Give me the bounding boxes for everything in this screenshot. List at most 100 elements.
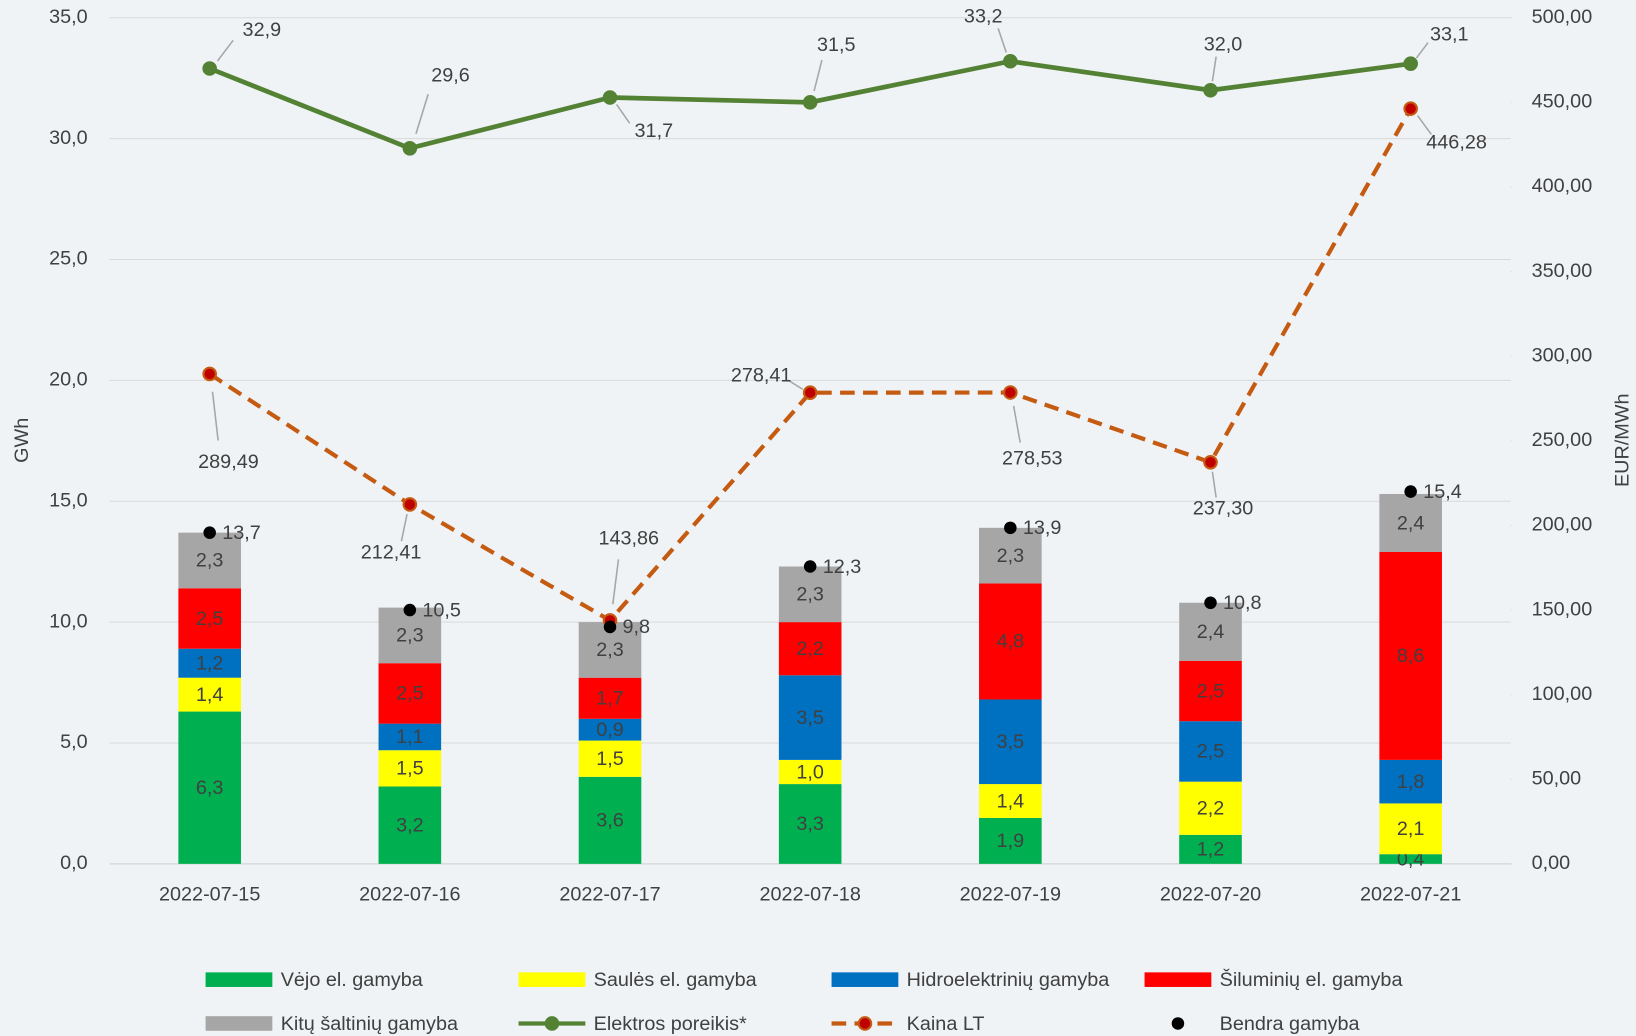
total-dot bbox=[403, 603, 417, 617]
bar-value-label: 2,3 bbox=[196, 550, 224, 572]
bar-value-label: 2,1 bbox=[1397, 818, 1425, 840]
total-label: 15,4 bbox=[1423, 481, 1462, 503]
bar-value-label: 2,3 bbox=[396, 625, 424, 647]
legend-label: Saulės el. gamyba bbox=[594, 969, 758, 991]
legend-label: Kitų šaltinių gamyba bbox=[281, 1013, 459, 1035]
bar-segment bbox=[1179, 781, 1242, 835]
line-marker bbox=[1203, 454, 1218, 470]
bar-segment bbox=[1379, 551, 1442, 760]
legend-label: Elektros poreikis* bbox=[594, 1013, 747, 1035]
bar-value-label: 1,2 bbox=[1197, 839, 1225, 861]
bar-segment bbox=[778, 759, 842, 785]
line-marker bbox=[202, 366, 217, 382]
bar-value-label: 8,6 bbox=[1397, 645, 1425, 667]
legend-swatch bbox=[205, 1016, 273, 1031]
leader-line bbox=[813, 59, 823, 92]
total-label: 9,8 bbox=[623, 616, 651, 638]
y-tick-label: 20,0 bbox=[49, 369, 88, 391]
line-value-label: 289,49 bbox=[198, 451, 259, 473]
bar-value-label: 1,9 bbox=[997, 830, 1025, 852]
line-value-label: 143,86 bbox=[598, 527, 659, 549]
bar-segment bbox=[979, 583, 1042, 700]
total-label: 13,7 bbox=[222, 522, 261, 544]
y-tick-label: 0,0 bbox=[60, 852, 88, 874]
bar-segment bbox=[979, 699, 1042, 785]
legend-marker bbox=[857, 1016, 873, 1031]
bar-segment bbox=[578, 776, 642, 864]
leader-line bbox=[400, 514, 408, 542]
bar-value-label: 1,2 bbox=[196, 652, 224, 674]
line-value-label: 446,28 bbox=[1426, 131, 1487, 153]
bar-segment bbox=[1379, 803, 1442, 855]
leader-line bbox=[1416, 115, 1432, 135]
total-dot bbox=[603, 620, 617, 634]
bar-value-label: 2,5 bbox=[1197, 680, 1225, 702]
bar-segment bbox=[1379, 854, 1442, 864]
line-marker bbox=[1403, 101, 1418, 116]
legend-label: Šiluminių el. gamyba bbox=[1220, 968, 1404, 991]
bar-segment bbox=[178, 648, 241, 678]
line-marker bbox=[602, 90, 618, 105]
legend-label: Hidroelektrinių gamyba bbox=[907, 969, 1111, 991]
y2-tick-label: 400,00 bbox=[1532, 175, 1593, 197]
legend-swatch bbox=[518, 972, 586, 987]
y2-tick-label: 150,00 bbox=[1532, 598, 1593, 620]
y-tick-label: 25,0 bbox=[49, 248, 88, 270]
bar-value-label: 0,9 bbox=[596, 719, 624, 741]
bar-segment bbox=[778, 566, 842, 623]
bar-segment bbox=[578, 718, 642, 741]
bar-value-label: 4,8 bbox=[997, 631, 1025, 653]
legend-marker bbox=[1171, 1017, 1185, 1030]
x-tick-label: 2022-07-15 bbox=[159, 883, 260, 905]
y2-tick-label: 300,00 bbox=[1532, 344, 1593, 366]
y-axis-title: GWh bbox=[11, 418, 33, 463]
line-value-label: 29,6 bbox=[431, 65, 470, 87]
bar-segment bbox=[578, 740, 642, 777]
bar-segment bbox=[178, 677, 241, 712]
line-marker bbox=[802, 385, 818, 401]
leader-line bbox=[1211, 56, 1217, 82]
legend-marker bbox=[544, 1016, 560, 1031]
total-dot bbox=[1404, 485, 1417, 498]
bar-value-label: 3,5 bbox=[997, 731, 1025, 753]
line-value-label: 32,0 bbox=[1204, 34, 1243, 56]
line-marker bbox=[402, 140, 418, 156]
y2-tick-label: 350,00 bbox=[1532, 260, 1593, 282]
legend-swatch bbox=[205, 972, 273, 987]
total-dot bbox=[1204, 596, 1217, 610]
bar-value-label: 3,5 bbox=[796, 707, 824, 729]
leader-line bbox=[787, 379, 804, 391]
bar-value-label: 1,5 bbox=[596, 748, 624, 770]
legend-label: Kaina LT bbox=[907, 1013, 985, 1035]
bar-segment bbox=[1179, 834, 1242, 864]
y2-tick-label: 500,00 bbox=[1532, 6, 1593, 28]
line-value-label: 212,41 bbox=[361, 542, 422, 564]
bar-value-label: 3,2 bbox=[396, 814, 424, 836]
bar-segment bbox=[178, 532, 241, 589]
bar-value-label: 1,0 bbox=[796, 761, 824, 783]
leader-line bbox=[615, 103, 631, 124]
bar-value-label: 1,5 bbox=[396, 758, 424, 780]
bar-value-label: 2,3 bbox=[796, 584, 824, 606]
x-tick-label: 2022-07-21 bbox=[1360, 883, 1461, 905]
total-label: 10,8 bbox=[1223, 592, 1262, 614]
y2-tick-label: 50,00 bbox=[1532, 767, 1582, 789]
line-marker bbox=[1003, 53, 1018, 69]
line-value-label: 33,2 bbox=[964, 6, 1003, 28]
x-tick-label: 2022-07-18 bbox=[759, 883, 860, 905]
bar-segment bbox=[979, 784, 1042, 818]
bar-segment bbox=[178, 588, 241, 649]
line-marker bbox=[202, 61, 217, 76]
bar-value-label: 2,5 bbox=[396, 683, 424, 705]
x-tick-label: 2022-07-20 bbox=[1160, 883, 1261, 905]
legend-swatch bbox=[1144, 972, 1212, 987]
x-tick-label: 2022-07-17 bbox=[559, 883, 660, 905]
bar-segment bbox=[979, 817, 1042, 864]
y-tick-label: 35,0 bbox=[49, 6, 88, 28]
y-tick-label: 30,0 bbox=[49, 127, 88, 149]
line-value-label: 33,1 bbox=[1430, 24, 1469, 46]
x-tick-label: 2022-07-19 bbox=[960, 883, 1061, 905]
bar-segment bbox=[378, 607, 442, 664]
leader-line bbox=[211, 391, 219, 441]
